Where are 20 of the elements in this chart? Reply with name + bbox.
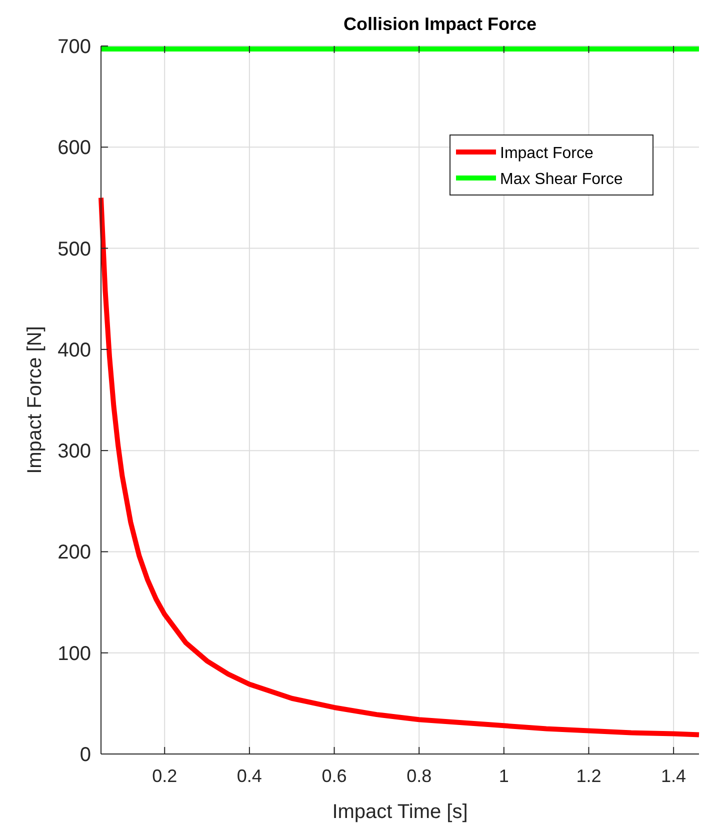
legend-label: Impact Force bbox=[500, 145, 594, 162]
y-tick-label: 400 bbox=[58, 339, 91, 362]
x-tick-label: 1 bbox=[498, 766, 509, 786]
x-tick-label: 0.8 bbox=[406, 766, 432, 786]
y-tick-label: 300 bbox=[58, 440, 91, 463]
x-axis-title: Impact Time [s] bbox=[332, 801, 468, 823]
x-tick-label: 1.4 bbox=[661, 766, 686, 786]
y-tick-label: 0 bbox=[80, 744, 91, 766]
y-tick-label: 200 bbox=[58, 542, 91, 564]
y-tick-label: 500 bbox=[58, 238, 91, 260]
x-tick-label: 0.6 bbox=[322, 766, 347, 786]
chart-title: Collision Impact Force bbox=[343, 14, 537, 34]
y-tick-label: 700 bbox=[58, 36, 91, 58]
x-tick-label: 1.2 bbox=[576, 766, 602, 786]
y-tick-label: 600 bbox=[58, 137, 91, 160]
y-axis-title: Impact Force [N] bbox=[24, 326, 46, 474]
x-tick-label: 0.4 bbox=[236, 766, 262, 786]
y-tick-label: 100 bbox=[58, 642, 91, 665]
x-tick-label: 0.2 bbox=[152, 766, 178, 786]
legend-label: Max Shear Force bbox=[500, 171, 623, 188]
